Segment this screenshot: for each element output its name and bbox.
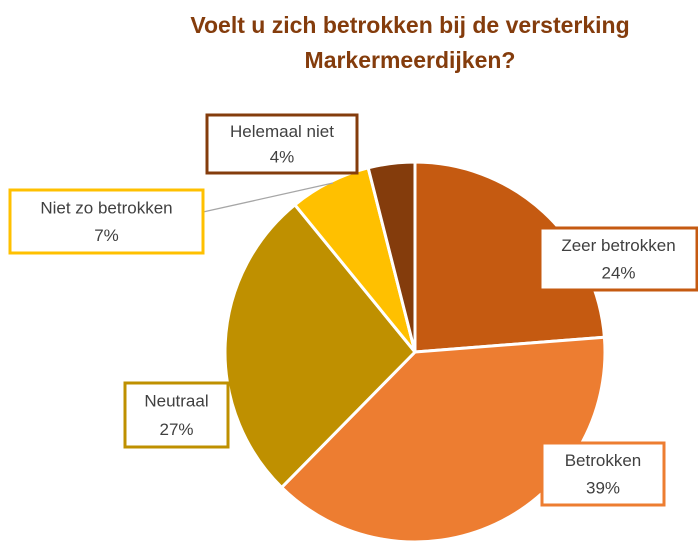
- label-name: Neutraal: [144, 392, 208, 411]
- label-box: [8, 188, 205, 255]
- pie-slice: [223, 202, 418, 490]
- label-value: 4%: [270, 147, 295, 166]
- label-box: [123, 381, 230, 449]
- label-value: 27%: [159, 420, 193, 439]
- label-value: 7%: [94, 226, 119, 245]
- chart-title: Voelt u zich betrokken bij de versterkin…: [190, 12, 630, 73]
- label-value: 24%: [601, 263, 635, 282]
- label-name: Helemaal niet: [230, 122, 334, 141]
- label-name: Zeer betrokken: [561, 236, 675, 255]
- label-name: Betrokken: [565, 451, 642, 470]
- label-box: [205, 113, 359, 175]
- label-value: 39%: [586, 478, 620, 497]
- pie-slice: [366, 160, 417, 353]
- label-box: [538, 226, 698, 292]
- label-box: [540, 441, 666, 507]
- pie-slice: [413, 160, 607, 354]
- leader-line: [202, 182, 334, 213]
- label-name: Niet zo betrokken: [40, 198, 172, 217]
- pie-slice: [279, 335, 607, 543]
